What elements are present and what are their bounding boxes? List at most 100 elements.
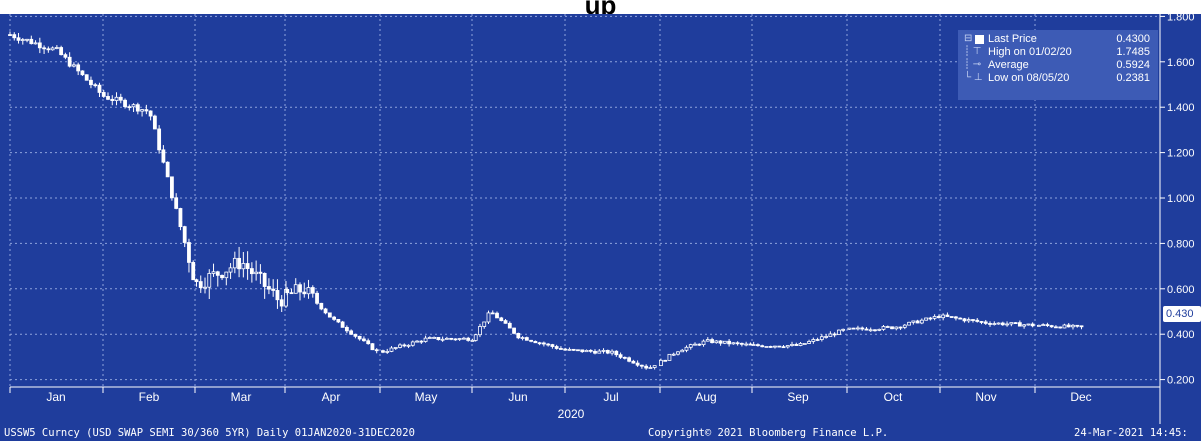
candle-body <box>864 328 869 331</box>
candle-body <box>267 286 271 290</box>
candle-body <box>1062 324 1067 329</box>
candle-body <box>148 110 153 117</box>
candle-body <box>815 339 820 341</box>
candle-body <box>962 318 967 322</box>
candle-body <box>165 161 170 178</box>
candle-body <box>323 308 328 314</box>
legend-box[interactable]: ⊟ Last Price 0.4300 ┊ ⊤ High on 01/02/20… <box>958 30 1158 100</box>
security-description: USSW5 Curncy (USD SWAP SEMI 30/360 5YR) … <box>4 427 415 439</box>
legend-row-average[interactable]: ┊ ⊸ Average 0.5924 <box>958 59 1158 72</box>
candle-body <box>366 340 371 345</box>
candle-body <box>444 337 449 340</box>
candle-body <box>516 332 521 339</box>
candle-body <box>911 320 916 323</box>
candle-body <box>157 128 162 151</box>
candle-body <box>992 323 997 325</box>
candle-body <box>84 74 89 81</box>
y-tick-label: 1.800 <box>1167 14 1195 23</box>
candle-body <box>1022 324 1027 327</box>
candle-body <box>559 348 563 350</box>
candle-body <box>949 316 954 318</box>
candle-body <box>1041 324 1046 327</box>
candle-body <box>381 350 385 353</box>
candle-body <box>482 321 487 327</box>
candle-body <box>258 271 263 274</box>
candle-body <box>245 263 250 269</box>
candle-body <box>576 349 580 352</box>
candle-body <box>807 341 811 344</box>
candle-body <box>907 321 911 326</box>
candle-body <box>432 337 436 339</box>
candle-body <box>466 337 471 341</box>
candle-body <box>457 338 462 340</box>
candle-body <box>680 349 685 353</box>
candle-body <box>1000 322 1005 326</box>
candle-body <box>241 263 246 270</box>
x-tick-label: Sep <box>787 390 809 404</box>
candle-body <box>945 314 950 317</box>
candle-body <box>631 360 636 364</box>
candle-body <box>152 115 157 130</box>
candle-body <box>127 106 132 109</box>
candle-body <box>915 320 920 324</box>
candle-body <box>140 109 144 112</box>
candle-body <box>856 327 860 330</box>
legend-row-high[interactable]: ┊ ⊤ High on 01/02/20 1.7485 <box>958 46 1158 59</box>
candle-body <box>1026 323 1031 326</box>
x-tick-label: Apr <box>322 390 341 404</box>
candle-body <box>971 319 975 321</box>
candle-body <box>571 348 576 351</box>
x-tick-label: Feb <box>139 390 160 404</box>
candle-body <box>8 34 12 36</box>
candle-body <box>97 84 102 93</box>
candle-body <box>1066 324 1071 328</box>
x-tick-label: Jan <box>46 390 65 404</box>
timestamp-text: 24-Mar-2021 14:45: <box>1074 427 1188 439</box>
candle-body <box>1030 323 1035 327</box>
candle-body <box>207 273 212 288</box>
candle-body <box>841 328 846 331</box>
candle-body <box>406 344 411 347</box>
candle-body <box>393 347 398 349</box>
candle-body <box>924 317 929 321</box>
candle-body <box>389 347 394 352</box>
candle-body <box>644 365 649 369</box>
candle-body <box>211 271 216 274</box>
candle-body <box>427 337 432 339</box>
candle-body <box>794 343 799 346</box>
candle-body <box>790 343 794 346</box>
legend-row-last-price[interactable]: ⊟ Last Price 0.4300 <box>958 33 1158 46</box>
page-title: up <box>0 0 1201 14</box>
candle-body <box>851 327 856 330</box>
candle-body <box>215 271 220 276</box>
legend-average-label: Average <box>988 59 1029 71</box>
candle-body <box>885 326 890 328</box>
candle-body <box>93 84 98 87</box>
candle-body <box>410 341 415 346</box>
candle-body <box>194 279 199 282</box>
legend-high-label: High on 01/02/20 <box>988 46 1072 58</box>
candle-body <box>785 345 790 348</box>
candle-body <box>764 346 769 348</box>
candle-body <box>988 323 992 325</box>
collapse-icon: ⊟ <box>964 33 973 44</box>
candle-body <box>123 99 127 108</box>
candle-body <box>106 96 110 100</box>
legend-row-low[interactable]: └ ⊥ Low on 08/05/20 0.2381 <box>958 72 1158 85</box>
candle-body <box>232 257 237 269</box>
candle-body <box>881 326 886 330</box>
candle-body <box>1009 322 1014 325</box>
candle-body <box>781 346 786 349</box>
candle-body <box>975 319 980 322</box>
candle-body <box>622 356 627 359</box>
x-tick-label: Oct <box>884 390 903 404</box>
x-year-label: 2020 <box>558 407 585 421</box>
candle-body <box>499 317 504 322</box>
x-tick-label: Aug <box>695 390 716 404</box>
candle-body <box>567 348 572 351</box>
candle-body <box>584 349 589 353</box>
candle-body <box>1058 326 1063 329</box>
candle-body <box>59 47 64 56</box>
candle-body <box>237 257 241 270</box>
candle-body <box>174 197 179 209</box>
